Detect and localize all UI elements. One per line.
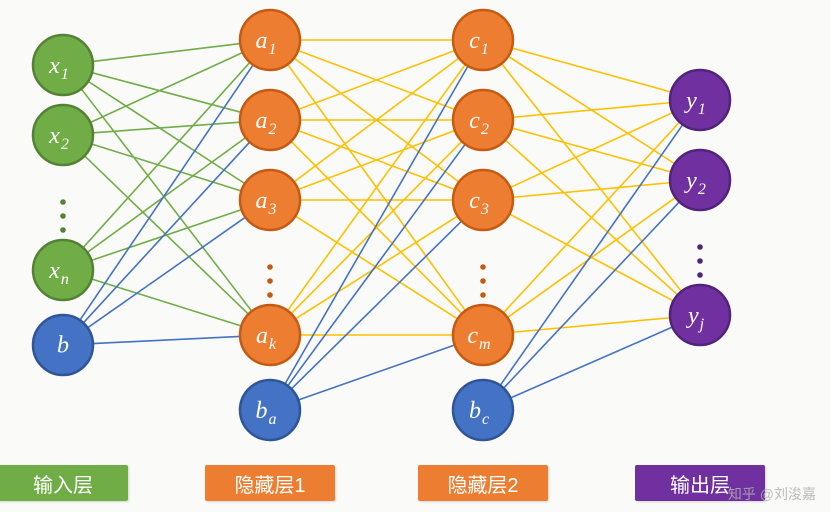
node-ba: ba xyxy=(240,380,300,440)
node-cm: cm xyxy=(453,305,513,365)
node-a3: a3 xyxy=(240,170,300,230)
edge xyxy=(513,183,670,197)
watermark: 知乎 @刘浚嘉 xyxy=(728,484,816,504)
edge xyxy=(93,44,240,62)
node-bc: bc xyxy=(453,380,513,440)
node-x1: x1 xyxy=(33,35,93,95)
edge xyxy=(513,103,670,117)
layer-label-input: 输入层 xyxy=(0,465,128,501)
layer-label-hidden1: 隐藏层1 xyxy=(205,465,335,501)
ellipsis-dot xyxy=(697,244,703,250)
node-label: b xyxy=(57,333,69,359)
edge xyxy=(285,66,468,384)
ellipsis-dot xyxy=(60,213,66,219)
edge xyxy=(83,62,250,247)
edge xyxy=(81,89,251,311)
node-c1: c1 xyxy=(453,10,513,70)
edge xyxy=(90,53,242,123)
edge xyxy=(80,65,253,320)
edge xyxy=(512,48,671,92)
edge xyxy=(500,125,683,386)
ellipsis-dot xyxy=(697,258,703,264)
edge xyxy=(504,202,680,388)
diagram-stage: x1 x2 xn b a1 a2 a3 ak ba c1 c2 c3 cm bc y1 y2 yj 输入层 隐藏层… xyxy=(0,0,830,512)
ellipsis-dot xyxy=(480,278,486,284)
edge xyxy=(507,197,675,317)
layer-label-hidden2: 隐藏层2 xyxy=(418,465,548,501)
edge xyxy=(93,336,240,343)
edge xyxy=(92,73,241,113)
edge xyxy=(288,144,465,386)
node-xn: xn xyxy=(33,240,93,300)
node-x2: x2 xyxy=(33,105,93,165)
edge xyxy=(298,345,454,400)
edge xyxy=(93,122,240,133)
node-c2: c2 xyxy=(453,90,513,150)
ellipsis-dot xyxy=(267,278,273,284)
edges xyxy=(80,40,683,400)
network-svg: x1 x2 xn b a1 a2 a3 ak ba c1 c2 c3 cm bc y1 y2 yj xyxy=(0,0,830,512)
node-c3: c3 xyxy=(453,170,513,230)
node-yj: yj xyxy=(670,285,730,345)
ellipsis-dot xyxy=(60,199,66,205)
node-y2: y2 xyxy=(670,150,730,210)
ellipsis-dot xyxy=(480,264,486,270)
ellipsis-dot xyxy=(480,292,486,298)
node-ak: ak xyxy=(240,305,300,365)
edge xyxy=(513,318,670,332)
node-y1: y1 xyxy=(670,70,730,130)
ellipsis-dot xyxy=(697,272,703,278)
node-a2: a2 xyxy=(240,90,300,150)
ellipsis-dot xyxy=(267,292,273,298)
nodes: x1 x2 xn b a1 a2 a3 ak ba c1 c2 c3 cm bc y1 y2 yj xyxy=(33,10,730,440)
ellipsis-dot xyxy=(267,264,273,270)
ellipsis-dot xyxy=(60,227,66,233)
edge xyxy=(510,327,672,398)
node-b: b xyxy=(33,315,93,375)
node-a1: a1 xyxy=(240,10,300,70)
